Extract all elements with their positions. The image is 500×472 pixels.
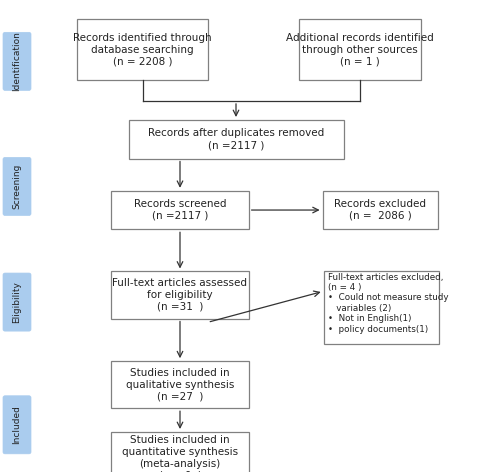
Text: Studies included in
quantitative synthesis
(meta-analysis)
(n = 0  ): Studies included in quantitative synthes… bbox=[122, 436, 238, 472]
Text: Records screened
(n =2117 ): Records screened (n =2117 ) bbox=[134, 199, 226, 221]
Text: Studies included in
qualitative synthesis
(n =27  ): Studies included in qualitative synthesi… bbox=[126, 368, 234, 401]
FancyBboxPatch shape bbox=[3, 158, 31, 215]
Text: Records excluded
(n =  2086 ): Records excluded (n = 2086 ) bbox=[334, 199, 426, 221]
Text: Full-text articles assessed
for eligibility
(n =31  ): Full-text articles assessed for eligibil… bbox=[112, 278, 248, 312]
FancyBboxPatch shape bbox=[111, 191, 249, 229]
Text: Included: Included bbox=[12, 405, 22, 444]
FancyBboxPatch shape bbox=[128, 120, 344, 159]
FancyBboxPatch shape bbox=[3, 32, 31, 91]
FancyBboxPatch shape bbox=[78, 19, 208, 80]
FancyBboxPatch shape bbox=[298, 19, 421, 80]
Text: Records after duplicates removed
(n =2117 ): Records after duplicates removed (n =211… bbox=[148, 128, 324, 150]
Text: Additional records identified
through other sources
(n = 1 ): Additional records identified through ot… bbox=[286, 33, 434, 66]
FancyBboxPatch shape bbox=[324, 271, 438, 345]
FancyBboxPatch shape bbox=[111, 271, 249, 319]
FancyBboxPatch shape bbox=[111, 361, 249, 408]
Text: Screening: Screening bbox=[12, 164, 22, 209]
Text: Records identified through
database searching
(n = 2208 ): Records identified through database sear… bbox=[73, 33, 212, 66]
FancyBboxPatch shape bbox=[3, 396, 31, 454]
Text: Eligibility: Eligibility bbox=[12, 281, 22, 323]
Text: Full-text articles excluded,
(n = 4 )
•  Could not measure study
   variables (2: Full-text articles excluded, (n = 4 ) • … bbox=[328, 272, 449, 334]
FancyBboxPatch shape bbox=[111, 432, 249, 472]
FancyBboxPatch shape bbox=[322, 191, 438, 229]
Text: Identification: Identification bbox=[12, 32, 22, 91]
FancyBboxPatch shape bbox=[3, 273, 31, 331]
